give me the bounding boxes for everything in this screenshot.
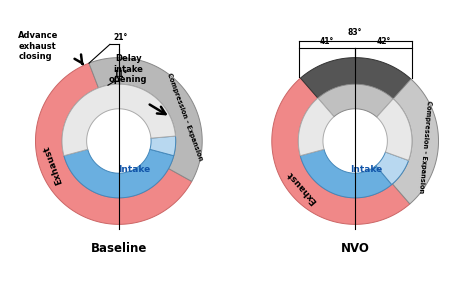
Text: Intake: Intake [350, 165, 383, 174]
Polygon shape [298, 98, 334, 156]
Polygon shape [300, 149, 392, 198]
Text: 83°: 83° [348, 28, 362, 37]
Polygon shape [89, 58, 202, 181]
Polygon shape [377, 99, 412, 160]
Polygon shape [272, 78, 410, 224]
Text: 41°: 41° [320, 37, 334, 46]
Text: Advance
exhaust
closing: Advance exhaust closing [18, 31, 59, 61]
Text: 11°: 11° [114, 70, 128, 79]
Text: Exhaust: Exhaust [42, 144, 64, 186]
Text: 42°: 42° [376, 37, 391, 46]
Polygon shape [318, 84, 393, 117]
Polygon shape [150, 136, 176, 156]
Polygon shape [376, 152, 409, 184]
Text: Baseline: Baseline [91, 243, 147, 255]
Polygon shape [62, 84, 175, 156]
Text: Compression - Expansion: Compression - Expansion [418, 100, 432, 194]
Polygon shape [36, 63, 192, 224]
Text: NVO: NVO [341, 243, 370, 255]
Text: Compression - Expansion: Compression - Expansion [166, 72, 203, 162]
Text: Intake: Intake [118, 165, 150, 174]
Text: 21°: 21° [113, 32, 127, 41]
Polygon shape [392, 79, 438, 204]
Polygon shape [64, 149, 174, 198]
Text: Delay
intake
opening: Delay intake opening [109, 54, 147, 84]
Polygon shape [301, 58, 411, 99]
Text: Exhaust: Exhaust [285, 169, 319, 205]
